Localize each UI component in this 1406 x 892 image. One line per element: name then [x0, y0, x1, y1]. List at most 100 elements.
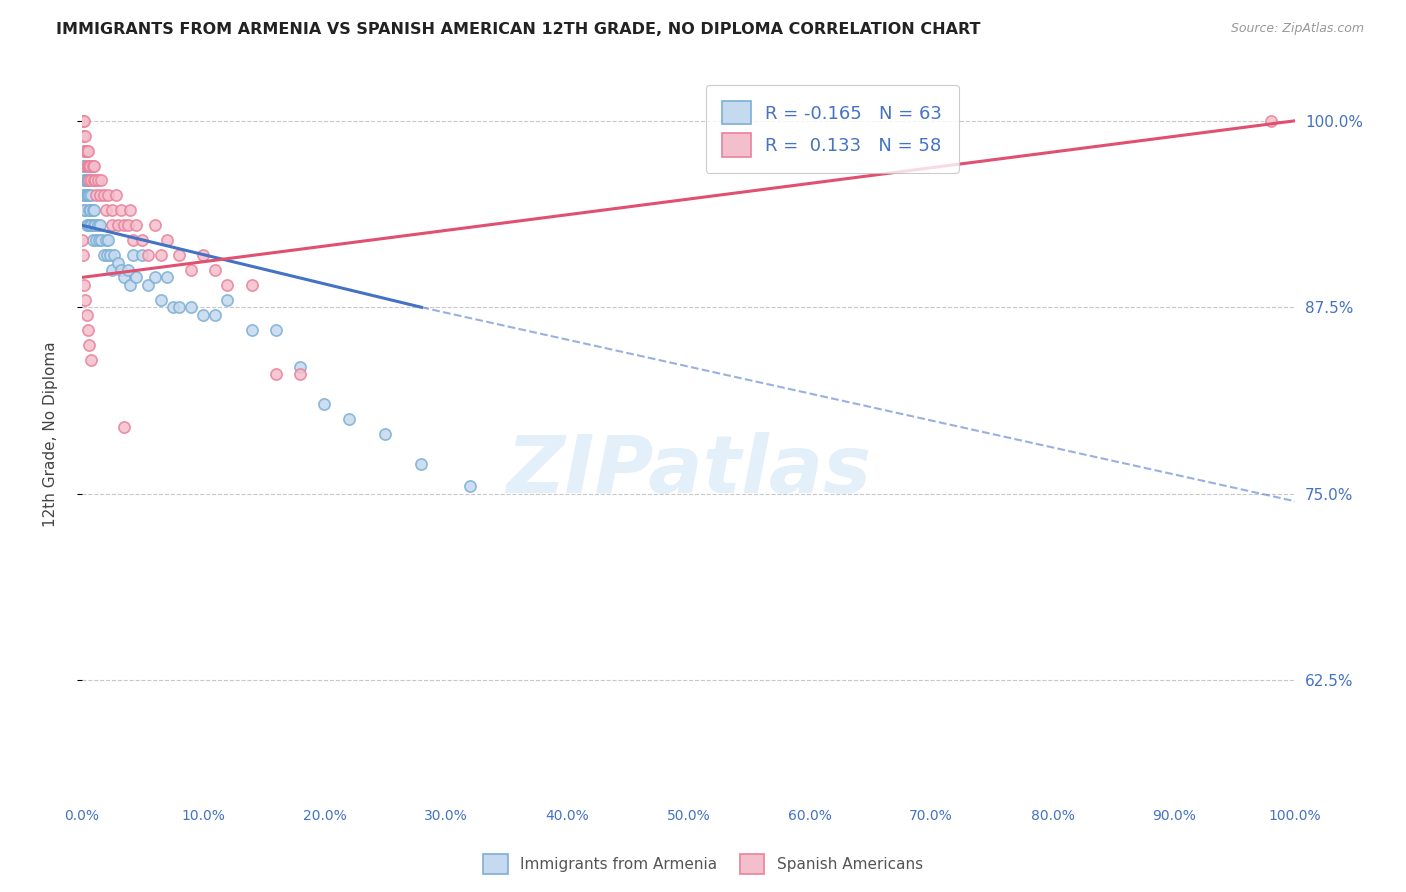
Point: [77, 159, 100, 173]
Point: [98, 248, 121, 262]
Point: [180, 300, 202, 314]
Point: [112, 270, 135, 285]
Point: [117, 263, 139, 277]
Point: [191, 248, 214, 262]
Point: [73, 173, 96, 187]
Point: [264, 368, 287, 382]
Point: [82, 203, 104, 218]
Point: [411, 457, 433, 471]
Legend: R = -0.165   N = 63, R =  0.133   N = 58: R = -0.165 N = 63, R = 0.133 N = 58: [706, 85, 959, 173]
Point: [76, 188, 98, 202]
Point: [94, 233, 117, 247]
Point: [131, 248, 153, 262]
Point: [97, 188, 120, 202]
Point: [82, 159, 104, 173]
Point: [314, 397, 336, 411]
Point: [76, 173, 98, 187]
Point: [73, 203, 96, 218]
Point: [103, 248, 125, 262]
Point: [83, 218, 105, 232]
Point: [90, 233, 112, 247]
Point: [72, 128, 94, 143]
Point: [86, 218, 108, 232]
Point: [138, 248, 160, 262]
Point: [76, 188, 98, 202]
Point: [83, 203, 105, 218]
Point: [149, 248, 172, 262]
Point: [217, 277, 239, 292]
Point: [79, 203, 101, 218]
Point: [112, 218, 135, 232]
Point: [75, 203, 97, 218]
Point: [162, 300, 184, 314]
Point: [89, 218, 111, 232]
Point: [90, 173, 112, 187]
Point: [156, 270, 179, 285]
Point: [76, 144, 98, 158]
Point: [337, 412, 360, 426]
Point: [75, 144, 97, 158]
Point: [110, 203, 132, 218]
Point: [73, 277, 96, 292]
Point: [180, 263, 202, 277]
Point: [101, 263, 124, 277]
Point: [70, 233, 93, 247]
Point: [73, 144, 96, 158]
Point: [110, 263, 132, 277]
Point: [138, 277, 160, 292]
Point: [107, 255, 129, 269]
Point: [217, 293, 239, 307]
Point: [97, 233, 120, 247]
Point: [167, 248, 190, 262]
Point: [84, 173, 107, 187]
Point: [76, 308, 98, 322]
Point: [107, 218, 129, 232]
Point: [94, 203, 117, 218]
Point: [143, 270, 166, 285]
Point: [84, 188, 107, 202]
Point: [77, 337, 100, 351]
Point: [204, 263, 226, 277]
Point: [240, 277, 263, 292]
Point: [76, 323, 98, 337]
Point: [120, 203, 142, 218]
Point: [75, 128, 97, 143]
Point: [101, 203, 124, 218]
Point: [458, 479, 481, 493]
Point: [83, 159, 105, 173]
Point: [80, 218, 103, 232]
Point: [121, 233, 143, 247]
Point: [75, 188, 97, 202]
Point: [288, 359, 311, 374]
Point: [76, 218, 98, 232]
Point: [156, 233, 179, 247]
Point: [76, 218, 98, 232]
Point: [84, 233, 107, 247]
Point: [120, 277, 142, 292]
Point: [117, 218, 139, 232]
Point: [149, 293, 172, 307]
Point: [72, 113, 94, 128]
Point: [204, 308, 226, 322]
Point: [76, 159, 98, 173]
Point: [1260, 113, 1282, 128]
Point: [87, 233, 110, 247]
Point: [75, 293, 97, 307]
Text: ZIPatlas: ZIPatlas: [506, 432, 870, 509]
Point: [84, 218, 107, 232]
Point: [131, 233, 153, 247]
Point: [125, 218, 148, 232]
Y-axis label: 12th Grade, No Diploma: 12th Grade, No Diploma: [44, 342, 58, 527]
Point: [125, 270, 148, 285]
Point: [79, 159, 101, 173]
Point: [73, 159, 96, 173]
Point: [77, 188, 100, 202]
Point: [72, 159, 94, 173]
Point: [73, 113, 96, 128]
Point: [79, 218, 101, 232]
Point: [77, 203, 100, 218]
Text: Source: ZipAtlas.com: Source: ZipAtlas.com: [1230, 22, 1364, 36]
Point: [75, 173, 97, 187]
Point: [80, 352, 103, 367]
Point: [143, 218, 166, 232]
